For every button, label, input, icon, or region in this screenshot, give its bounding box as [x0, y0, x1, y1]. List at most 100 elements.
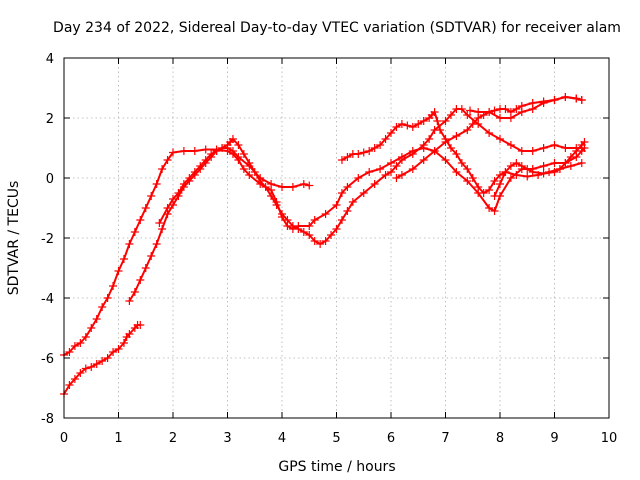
data-point [190, 147, 199, 155]
data-point [566, 153, 575, 161]
data-point [463, 126, 472, 134]
data-point [103, 354, 112, 362]
x-axis-label: GPS time / hours [278, 459, 395, 475]
data-point [446, 111, 455, 119]
series-line [340, 111, 583, 194]
data-point [463, 177, 472, 185]
y-tick-label: 4 [46, 52, 54, 67]
data-point [468, 120, 477, 128]
y-tick-label: -8 [41, 412, 54, 427]
data-point [550, 159, 559, 167]
data-point [261, 183, 270, 191]
data-point [305, 181, 314, 190]
data-point [392, 174, 401, 182]
data-point [278, 183, 286, 191]
data-point [201, 156, 210, 164]
data-point [370, 180, 379, 188]
data-point [337, 189, 346, 197]
data-point [136, 216, 145, 224]
data-point [87, 324, 96, 332]
data-point [403, 121, 412, 130]
data-point [152, 240, 161, 248]
data-point [272, 201, 281, 209]
data-point [223, 144, 232, 152]
data-point [130, 228, 139, 236]
data-point [490, 177, 499, 185]
data-point [561, 159, 570, 167]
data-point [185, 174, 194, 182]
data-point [512, 105, 521, 113]
data-point [239, 150, 248, 158]
data-point [365, 168, 374, 176]
data-point [512, 171, 521, 179]
data-point [136, 321, 145, 329]
x-tick-label: 9 [550, 431, 558, 446]
data-point [528, 105, 537, 113]
data-point [365, 147, 374, 155]
data-point [125, 240, 134, 248]
data-point [169, 195, 177, 203]
data-point [234, 141, 243, 149]
data-point [419, 117, 428, 125]
data-point [158, 165, 167, 173]
y-tick-label: 0 [46, 172, 54, 187]
data-point [239, 165, 248, 173]
data-point [501, 105, 510, 113]
data-point [174, 189, 183, 197]
data-point [119, 255, 128, 263]
y-axis-label: SDTVAR / TECUs [6, 181, 22, 296]
x-tick-label: 8 [496, 431, 504, 446]
data-point [147, 192, 156, 200]
data-point [466, 106, 475, 115]
data-point [76, 339, 85, 347]
data-point [490, 192, 499, 200]
data-point [572, 147, 581, 155]
series-pass-8 [490, 138, 589, 200]
data-point [65, 348, 74, 356]
data-point [376, 165, 385, 173]
data-point [441, 156, 450, 164]
data-point [485, 186, 494, 194]
data-point [305, 231, 314, 239]
data-point [305, 222, 314, 230]
data-point [523, 165, 532, 173]
y-tick-label: -2 [41, 232, 54, 247]
data-point [98, 303, 107, 311]
data-point [496, 180, 504, 188]
data-point [201, 145, 210, 154]
x-tick-label: 5 [332, 431, 340, 446]
series-pass-3 [125, 105, 586, 305]
data-point [397, 156, 406, 164]
data-point [288, 222, 297, 230]
data-point [327, 231, 336, 239]
data-point [572, 94, 581, 103]
data-point [452, 132, 461, 140]
data-point [207, 150, 216, 158]
data-point [155, 219, 164, 227]
data-point [441, 138, 450, 146]
data-point [354, 150, 363, 158]
data-point [321, 210, 330, 218]
data-point [387, 129, 395, 137]
data-point [539, 144, 548, 152]
data-point [457, 105, 466, 113]
data-point [436, 126, 445, 134]
data-point [496, 114, 504, 122]
data-point [125, 330, 134, 338]
data-point [457, 159, 466, 167]
x-tick-label: 3 [223, 431, 231, 446]
data-point [512, 159, 521, 167]
data-point [316, 240, 325, 248]
data-point [397, 120, 406, 128]
y-tick-label: 2 [46, 112, 54, 127]
x-tick-label: 4 [278, 431, 286, 446]
data-point [523, 172, 532, 181]
data-point [288, 183, 297, 191]
x-tick-label: 7 [441, 431, 449, 446]
data-point [76, 369, 85, 377]
data-point [343, 153, 352, 161]
data-point [92, 360, 101, 368]
data-point [92, 315, 101, 323]
data-point [158, 225, 167, 233]
